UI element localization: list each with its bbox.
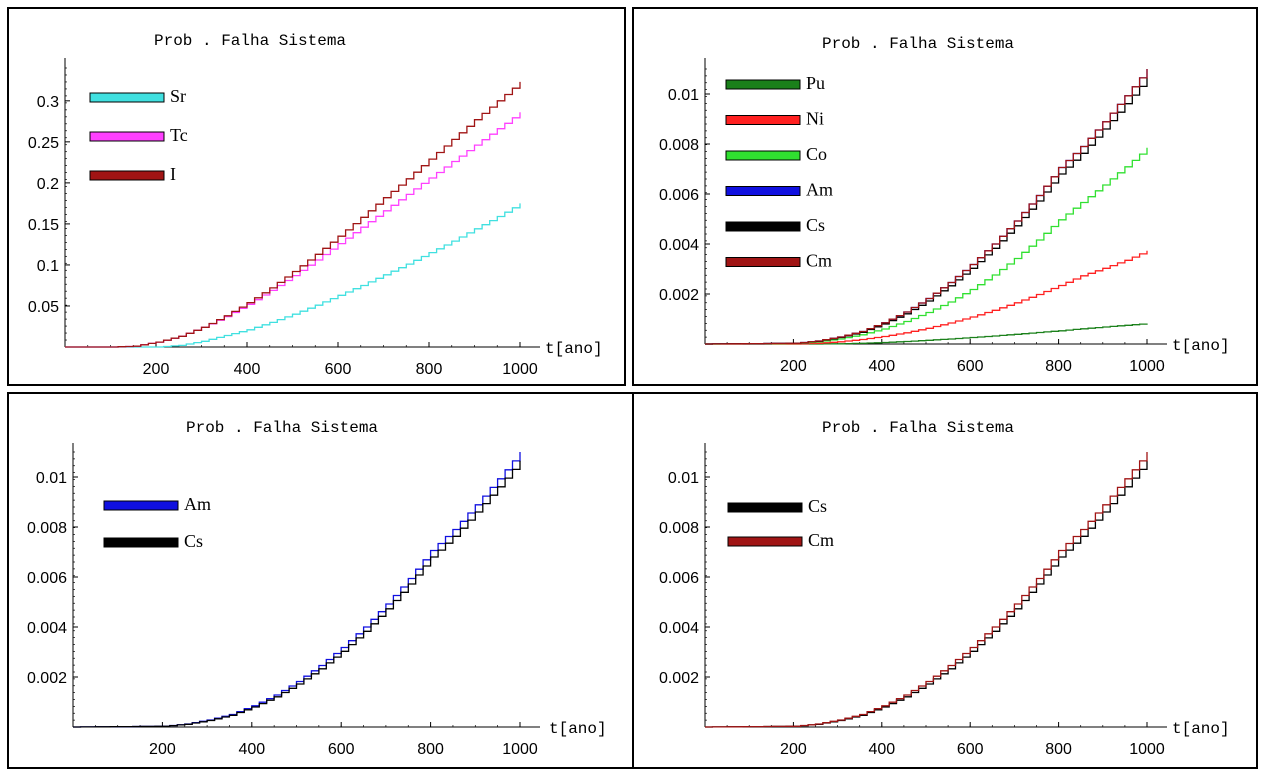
chart-title: Prob . Falha Sistema [822,35,1014,53]
legend-swatch-cm [728,537,802,546]
legend-swatch-cm [726,258,800,267]
y-tick-label: 0.002 [659,670,699,687]
x-tick-label: 800 [1045,358,1072,375]
y-tick-label: 0.01 [36,470,67,487]
y-tick-label: 0.006 [659,570,699,587]
legend-label-pu: Pu [806,73,825,93]
legend-label-ni: Ni [806,109,824,129]
x-tick-label: 400 [868,358,895,375]
x-axis-label: t[ano] [1172,337,1230,355]
legend-label-am: Am [806,180,833,200]
y-tick-label: 0.01 [668,87,699,104]
legend-label-cs: Cs [184,531,203,551]
y-tick-label: 0.006 [27,570,67,587]
x-axis-label: t[ano] [545,340,603,358]
x-tick-label: 1000 [1129,741,1165,758]
y-tick-label: 0.004 [659,237,699,254]
legend-swatch-cs [728,503,802,512]
y-tick-label: 0.006 [659,187,699,204]
y-tick-label: 0.01 [668,470,699,487]
legend-label-cs: Cs [806,215,825,235]
legend-label-cm: Cm [806,251,832,271]
legend-label-cs: Cs [808,496,827,516]
y-tick-label: 0.3 [37,94,59,111]
x-tick-label: 800 [1045,741,1072,758]
legend-swatch-cs [104,538,178,547]
y-tick-label: 0.05 [28,299,59,316]
x-tick-label: 600 [957,358,984,375]
x-tick-label: 1000 [1129,358,1165,375]
legend-swatch-i [90,171,164,180]
y-tick-label: 0.2 [37,176,59,193]
legend-swatch-am [104,501,178,510]
y-tick-label: 0.008 [27,520,67,537]
x-tick-label: 1000 [502,741,538,758]
x-tick-label: 600 [325,361,352,378]
y-tick-label: 0.008 [659,137,699,154]
legend-label-am: Am [184,494,211,514]
y-tick-label: 0.1 [37,258,59,275]
chart-title: Prob . Falha Sistema [154,32,346,50]
x-tick-label: 400 [238,741,265,758]
y-tick-label: 0.004 [27,620,67,637]
legend-label-i: I [170,164,176,184]
x-axis-label: t[ano] [1172,720,1230,738]
y-tick-label: 0.25 [28,135,59,152]
legend-swatch-sr [90,93,164,102]
x-tick-label: 800 [417,741,444,758]
x-tick-label: 1000 [502,361,538,378]
legend-swatch-co [726,151,800,160]
x-tick-label: 200 [780,358,807,375]
legend-label-tc: Tc [170,125,188,145]
x-tick-label: 600 [328,741,355,758]
y-tick-label: 0.004 [659,620,699,637]
legend-swatch-cs [726,222,800,231]
x-tick-label: 400 [868,741,895,758]
x-tick-label: 200 [149,741,176,758]
legend-swatch-pu [726,80,800,89]
x-axis-label: t[ano] [549,720,607,738]
chart-title: Prob . Falha Sistema [822,419,1014,437]
y-tick-label: 0.002 [659,287,699,304]
legend-swatch-am [726,187,800,196]
legend-swatch-tc [90,132,164,141]
chart-title: Prob . Falha Sistema [186,419,378,437]
legend-label-cm: Cm [808,530,834,550]
x-tick-label: 600 [957,741,984,758]
legend-label-sr: Sr [170,86,186,106]
x-tick-label: 400 [234,361,261,378]
y-tick-label: 0.15 [28,217,59,234]
legend-swatch-ni [726,116,800,125]
x-tick-label: 200 [780,741,807,758]
x-tick-label: 800 [416,361,443,378]
x-tick-label: 200 [143,361,170,378]
y-tick-label: 0.002 [27,670,67,687]
y-tick-label: 0.008 [659,520,699,537]
legend-label-co: Co [806,144,827,164]
